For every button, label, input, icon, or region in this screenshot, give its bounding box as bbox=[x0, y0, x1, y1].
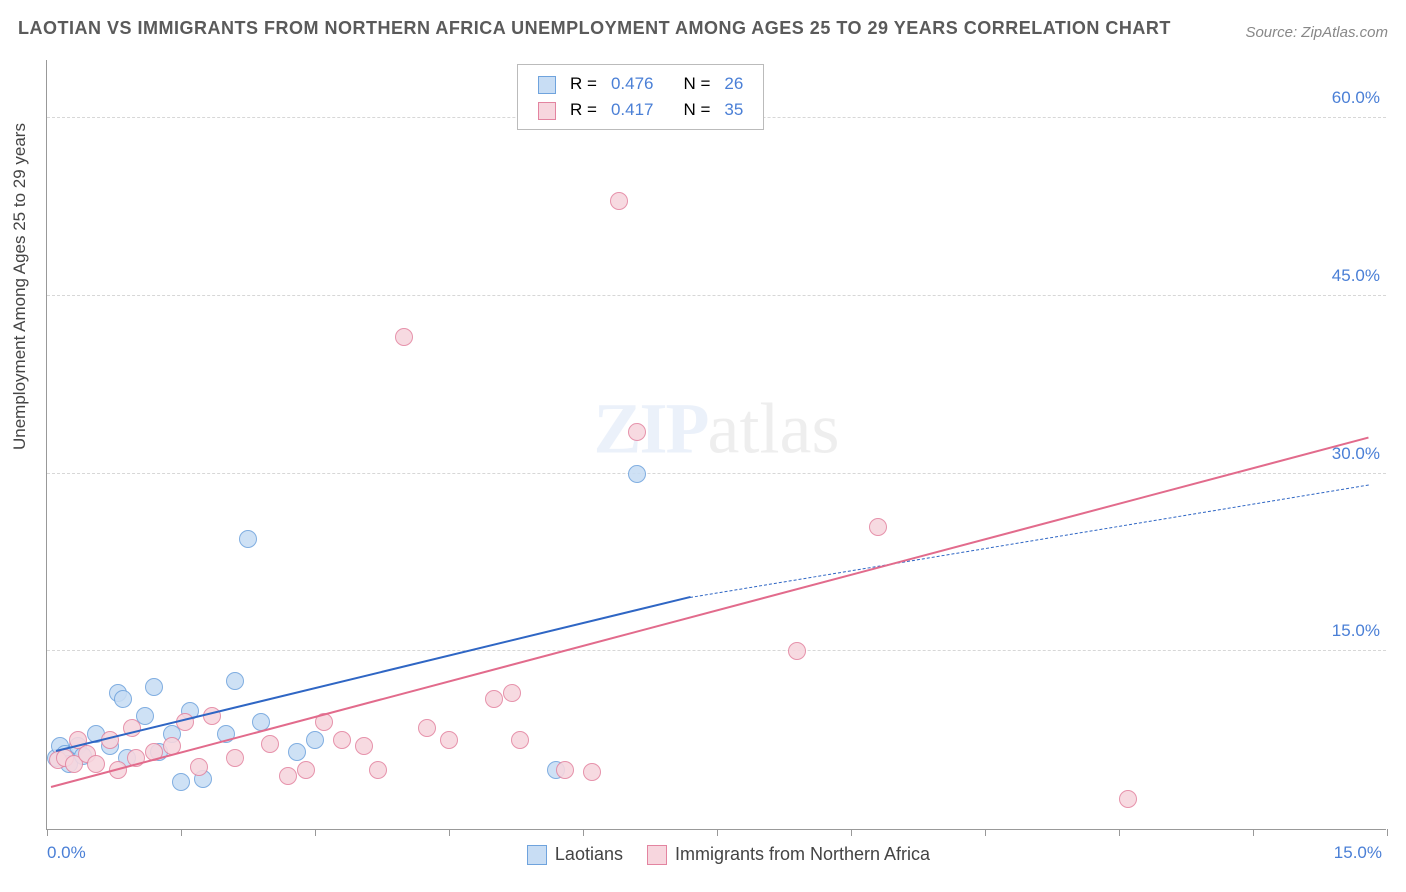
data-point bbox=[226, 749, 244, 767]
data-point bbox=[172, 773, 190, 791]
scatter-plot: ZIPatlas 15.0%30.0%45.0%60.0%0.0%15.0%R … bbox=[46, 60, 1386, 830]
x-tick bbox=[181, 829, 182, 836]
y-tick-label: 15.0% bbox=[1332, 621, 1380, 641]
gridline bbox=[47, 295, 1386, 296]
x-tick bbox=[985, 829, 986, 836]
n-label: N = bbox=[677, 72, 716, 96]
data-point bbox=[485, 690, 503, 708]
data-point bbox=[440, 731, 458, 749]
y-tick-label: 60.0% bbox=[1332, 88, 1380, 108]
legend: Laotians Immigrants from Northern Africa bbox=[47, 844, 1386, 865]
legend-swatch bbox=[538, 76, 556, 94]
x-tick bbox=[47, 829, 48, 836]
source-attribution: Source: ZipAtlas.com bbox=[1245, 24, 1388, 41]
data-point bbox=[239, 530, 257, 548]
data-point bbox=[279, 767, 297, 785]
y-axis-label: Unemployment Among Ages 25 to 29 years bbox=[10, 123, 30, 450]
data-point bbox=[369, 761, 387, 779]
x-tick bbox=[449, 829, 450, 836]
r-label: R = bbox=[564, 72, 603, 96]
data-point bbox=[1119, 790, 1137, 808]
gridline bbox=[47, 650, 1386, 651]
legend-label: Immigrants from Northern Africa bbox=[675, 844, 930, 864]
data-point bbox=[628, 423, 646, 441]
data-point bbox=[261, 735, 279, 753]
r-value: 0.476 bbox=[605, 72, 660, 96]
y-tick-label: 30.0% bbox=[1332, 444, 1380, 464]
data-point bbox=[145, 678, 163, 696]
x-tick bbox=[1253, 829, 1254, 836]
data-point bbox=[288, 743, 306, 761]
data-point bbox=[418, 719, 436, 737]
data-point bbox=[869, 518, 887, 536]
data-point bbox=[297, 761, 315, 779]
data-point bbox=[87, 755, 105, 773]
data-point bbox=[556, 761, 574, 779]
data-point bbox=[190, 758, 208, 776]
watermark-atlas: atlas bbox=[708, 389, 840, 469]
data-point bbox=[583, 763, 601, 781]
data-point bbox=[395, 328, 413, 346]
x-tick bbox=[1119, 829, 1120, 836]
data-point bbox=[114, 690, 132, 708]
data-point bbox=[306, 731, 324, 749]
data-point bbox=[333, 731, 351, 749]
data-point bbox=[226, 672, 244, 690]
n-value: 26 bbox=[718, 72, 749, 96]
x-tick bbox=[315, 829, 316, 836]
data-point bbox=[355, 737, 373, 755]
correlation-stats-box: R =0.476 N =26 R =0.417 N =35 bbox=[517, 64, 764, 130]
watermark-zip: ZIP bbox=[594, 389, 708, 469]
n-label: N = bbox=[677, 98, 716, 122]
n-value: 35 bbox=[718, 98, 749, 122]
data-point bbox=[788, 642, 806, 660]
x-tick bbox=[717, 829, 718, 836]
data-point bbox=[511, 731, 529, 749]
legend-swatch bbox=[538, 102, 556, 120]
gridline bbox=[47, 473, 1386, 474]
legend-swatch bbox=[527, 845, 547, 865]
chart-title: LAOTIAN VS IMMIGRANTS FROM NORTHERN AFRI… bbox=[18, 18, 1171, 39]
trend-line bbox=[51, 436, 1369, 787]
legend-swatch bbox=[647, 845, 667, 865]
data-point bbox=[628, 465, 646, 483]
trend-line bbox=[690, 484, 1369, 598]
x-tick bbox=[583, 829, 584, 836]
legend-label: Laotians bbox=[555, 844, 623, 864]
r-label: R = bbox=[564, 98, 603, 122]
x-tick bbox=[1387, 829, 1388, 836]
data-point bbox=[503, 684, 521, 702]
r-value: 0.417 bbox=[605, 98, 660, 122]
data-point bbox=[610, 192, 628, 210]
x-tick bbox=[851, 829, 852, 836]
trend-line bbox=[56, 596, 691, 752]
y-tick-label: 45.0% bbox=[1332, 266, 1380, 286]
